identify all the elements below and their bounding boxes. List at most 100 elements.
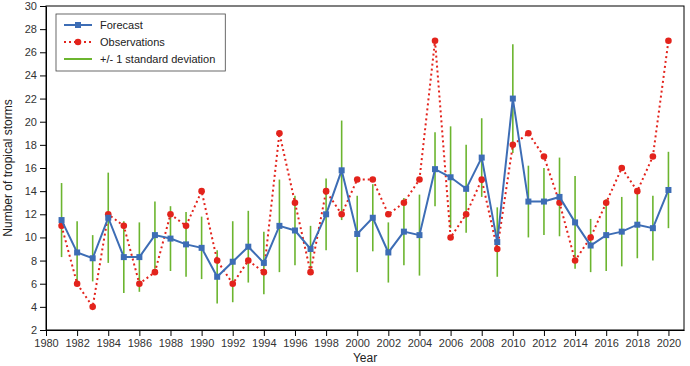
x-axis-title: Year <box>353 351 377 365</box>
marker <box>152 232 158 238</box>
marker <box>121 254 127 260</box>
x-tick-label: 1980 <box>34 337 58 349</box>
marker <box>74 249 80 255</box>
x-tick: 1998 <box>314 330 338 349</box>
y-tick: 16 <box>25 162 46 174</box>
marker <box>587 234 594 241</box>
legend-marker <box>75 39 82 46</box>
y-tick-label: 16 <box>25 162 37 174</box>
x-tick: 1982 <box>65 330 89 349</box>
x-tick: 1996 <box>283 330 307 349</box>
marker <box>525 199 531 205</box>
marker <box>478 176 485 183</box>
y-tick-label: 28 <box>25 23 37 35</box>
y-tick-mark <box>40 168 46 169</box>
x-tick-label: 2016 <box>594 337 618 349</box>
marker <box>74 280 81 287</box>
marker <box>136 280 143 287</box>
marker <box>338 211 345 218</box>
y-tick-label: 8 <box>31 255 37 267</box>
y-tick: 2 <box>31 324 46 336</box>
series-markers <box>58 37 671 310</box>
x-tick-mark <box>451 330 452 336</box>
x-tick-mark <box>668 330 669 336</box>
x-tick: 2000 <box>345 330 369 349</box>
x-tick-label: 1984 <box>97 337 121 349</box>
x-axis: 1980198219841986198819901992199419961998… <box>34 330 684 349</box>
y-tick-label: 24 <box>25 69 37 81</box>
y-tick: 24 <box>25 69 46 81</box>
marker <box>479 155 485 161</box>
y-tick-mark <box>40 29 46 30</box>
x-tick-mark <box>108 330 109 336</box>
chart: 1980198219841986198819901992199419961998… <box>0 0 690 366</box>
x-tick-label: 1982 <box>65 337 89 349</box>
legend-box <box>56 14 225 71</box>
marker <box>463 186 469 192</box>
legend: Forecast Observations +/- 1 standard devia… <box>56 14 225 71</box>
series-line <box>62 41 669 307</box>
series-line <box>62 99 669 277</box>
legend-label: Observations <box>100 36 165 48</box>
marker <box>557 194 563 200</box>
x-tick-label: 2020 <box>657 337 681 349</box>
marker <box>432 166 438 172</box>
y-tick-mark <box>40 214 46 215</box>
y-tick-mark <box>40 75 46 76</box>
x-tick: 2018 <box>626 330 650 349</box>
y-tick: 12 <box>25 208 46 220</box>
x-tick: 1980 <box>34 330 58 349</box>
marker <box>618 165 625 172</box>
x-tick-mark <box>202 330 203 336</box>
x-tick: 2004 <box>408 330 432 349</box>
marker <box>401 229 407 235</box>
legend-entry: +/- 1 standard deviation <box>64 53 215 65</box>
y-tick: 8 <box>31 255 46 267</box>
marker <box>603 199 610 206</box>
y-tick-mark <box>40 99 46 100</box>
x-tick-mark <box>544 330 545 336</box>
x-tick-mark <box>513 330 514 336</box>
marker <box>385 211 392 218</box>
marker <box>494 246 501 253</box>
marker <box>603 232 609 238</box>
plot: 1980198219841986198819901992199419961998… <box>25 0 685 349</box>
marker <box>447 234 454 241</box>
legend-entry: Forecast <box>64 19 143 31</box>
marker <box>448 174 454 180</box>
y-tick-mark <box>40 6 46 7</box>
x-tick-mark <box>637 330 638 336</box>
marker <box>261 269 268 276</box>
x-tick-label: 2010 <box>501 337 525 349</box>
y-tick: 20 <box>25 116 46 128</box>
marker <box>276 223 282 229</box>
marker <box>89 304 96 311</box>
y-tick-label: 26 <box>25 46 37 58</box>
legend-line <box>64 58 92 60</box>
marker <box>541 153 548 160</box>
x-tick-label: 1988 <box>159 337 183 349</box>
marker <box>152 269 159 276</box>
marker <box>385 249 391 255</box>
marker <box>339 167 345 173</box>
y-tick-mark <box>40 330 46 331</box>
y-axis: 24681012141618202224262830 <box>25 0 47 336</box>
y-tick-label: 6 <box>31 278 37 290</box>
marker <box>401 199 408 206</box>
x-tick: 2020 <box>657 330 681 349</box>
x-tick-mark <box>388 330 389 336</box>
marker <box>369 176 376 183</box>
plot-frame <box>46 6 684 330</box>
legend-entry: Observations <box>64 36 165 48</box>
marker <box>90 255 96 261</box>
legend-label: +/- 1 standard deviation <box>100 53 215 65</box>
x-tick-label: 2014 <box>563 337 587 349</box>
y-tick-mark <box>40 261 46 262</box>
x-tick: 1986 <box>128 330 152 349</box>
y-tick-label: 14 <box>25 185 37 197</box>
marker <box>59 217 65 223</box>
y-tick: 30 <box>25 0 46 12</box>
marker <box>510 96 516 102</box>
x-tick-label: 1992 <box>221 337 245 349</box>
x-tick: 1992 <box>221 330 245 349</box>
